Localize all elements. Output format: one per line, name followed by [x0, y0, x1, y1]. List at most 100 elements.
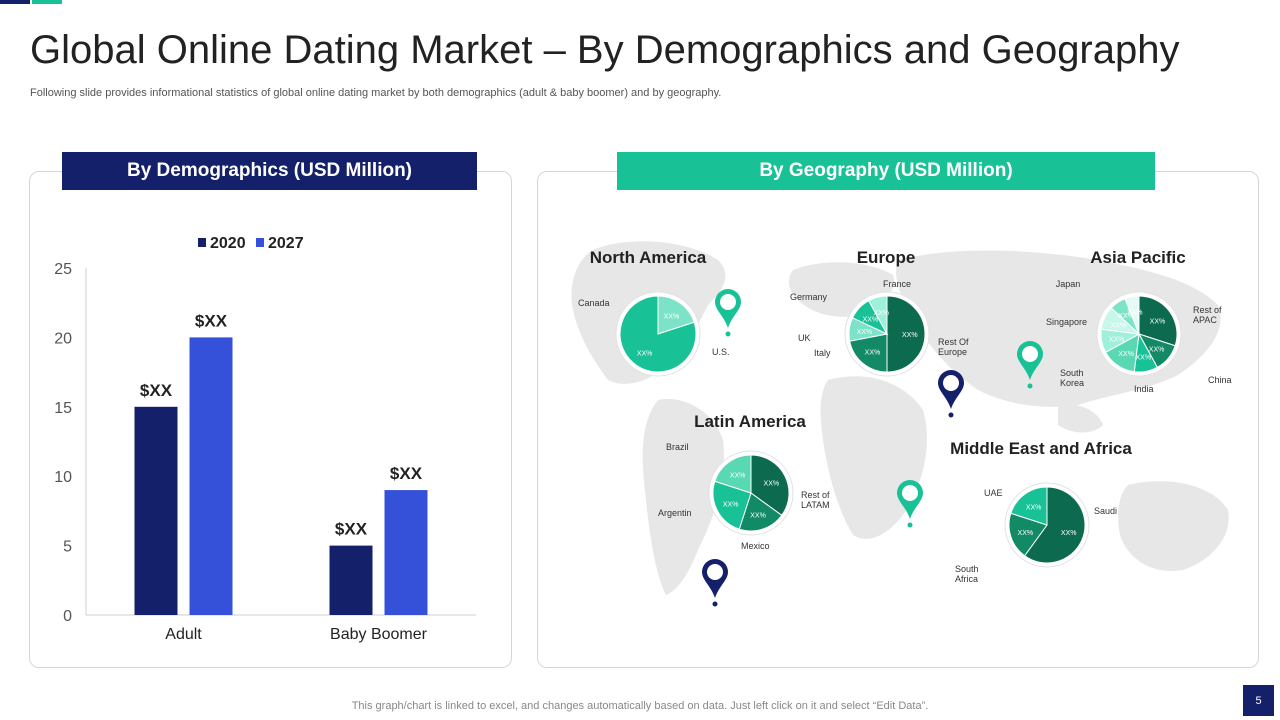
pie-slice-middle-east-and-africa	[1023, 486, 1086, 564]
country-label: Brazil	[666, 442, 689, 452]
country-label: UK	[798, 333, 811, 343]
demographics-panel	[29, 171, 512, 668]
pie-slice-label: XX%	[1111, 322, 1127, 329]
country-label: UAE	[984, 488, 1003, 498]
pie-slice-asia-pacific	[1124, 295, 1140, 335]
map-pin-icon	[715, 289, 741, 337]
y-tick-label: 10	[54, 469, 72, 486]
legend-label-2027: 2027	[268, 235, 304, 252]
country-label: Rest Of Europe	[938, 337, 969, 357]
pie-slice-label: XX%	[1109, 336, 1125, 343]
pie-slice-label: XX%	[1149, 347, 1165, 354]
pie-slice-label: XX%	[730, 473, 746, 480]
country-label: India	[1134, 384, 1154, 394]
bar-2020-baby-boomer	[329, 545, 373, 615]
country-label: Saudi	[1094, 506, 1117, 516]
pie-slice-latin-america	[714, 454, 752, 494]
country-label: U.S.	[712, 347, 730, 357]
pie-slice-label: XX%	[1026, 505, 1042, 512]
pie-slice-north-america	[619, 295, 697, 373]
pie-slice-label: XX%	[1118, 313, 1134, 320]
pie-slice-label: XX%	[1150, 319, 1166, 326]
footer-note: This graph/chart is linked to excel, and…	[351, 700, 929, 712]
geography-map: North AmericaXX%XX%CanadaU.S.EuropeXX%XX…	[571, 241, 1232, 607]
bar-2020-adult	[134, 406, 178, 615]
pie-slice-label: XX%	[764, 481, 780, 488]
accent-bar-navy	[0, 0, 30, 4]
pie-slice-europe	[886, 295, 926, 373]
map-pin-dot	[725, 331, 731, 337]
country-label: Rest of APAC	[1193, 305, 1222, 325]
country-label: Mexico	[741, 541, 770, 551]
y-tick-label: 15	[54, 400, 72, 417]
pie-slice-europe	[868, 295, 888, 335]
country-label: Germany	[790, 292, 828, 302]
pie-slice-label: XX%	[1018, 530, 1034, 537]
demographics-banner: By Demographics (USD Million)	[62, 152, 477, 190]
country-label: South Korea	[1060, 368, 1084, 388]
pie-slice-label: XX%	[1127, 310, 1143, 317]
page-title: Global Online Dating Market – By Demogra…	[30, 28, 1180, 72]
geography-banner: By Geography (USD Million)	[617, 152, 1155, 190]
country-label: Singapore	[1046, 317, 1087, 327]
pie-slice-latin-america	[712, 480, 752, 530]
map-pin-icon	[938, 370, 964, 418]
legend-swatch-2020	[198, 238, 206, 247]
page-subtitle: Following slide provides informational s…	[30, 87, 722, 99]
pie-slice-label: XX%	[1135, 354, 1151, 361]
country-label: Rest of LATAM	[801, 490, 830, 510]
country-label: Italy	[814, 348, 831, 358]
pie-slice-label: XX%	[874, 310, 890, 317]
y-tick-label: 25	[54, 261, 72, 278]
pie-slice-label: XX%	[664, 314, 680, 321]
map-pin-icon	[897, 480, 923, 528]
map-pin-hole	[943, 375, 959, 391]
pie-slice-middle-east-and-africa	[1010, 486, 1048, 526]
country-label: France	[883, 279, 911, 289]
pie-slice-label: XX%	[723, 501, 739, 508]
region-title-asia-pacific: Asia Pacific	[1090, 248, 1185, 267]
map-pin-icon	[1017, 341, 1043, 389]
map-pin-dot	[1027, 383, 1033, 389]
pie-slice-label: XX%	[863, 316, 879, 323]
y-tick-label: 5	[63, 539, 72, 556]
pie-slice-north-america	[657, 295, 695, 335]
pie-slice-europe	[849, 333, 888, 373]
country-label: Canada	[578, 298, 610, 308]
pie-slice-latin-america	[750, 454, 790, 517]
pie-slice-label: XX%	[1061, 530, 1077, 537]
pie-slice-label: XX%	[865, 350, 881, 357]
map-pin-dot	[712, 601, 718, 607]
x-tick-label: Baby Boomer	[330, 626, 428, 643]
pie-slice-label: XX%	[1118, 351, 1134, 358]
pie-slice-label: XX%	[902, 332, 918, 339]
map-pin-hole	[902, 485, 918, 501]
bar-2027-adult	[189, 337, 233, 615]
legend-swatch-2027	[256, 238, 264, 247]
y-tick-label: 0	[63, 608, 72, 625]
map-pin-hole	[720, 294, 736, 310]
country-label: Japan	[1056, 279, 1081, 289]
bar-data-label: $XX	[140, 381, 173, 400]
bar-2027-baby-boomer	[384, 490, 428, 615]
map-pin-dot	[948, 412, 954, 418]
region-title-middle-east-and-africa: Middle East and Africa	[950, 439, 1132, 458]
demographics-bar-chart[interactable]: 0 5 10 15 20 25 2020 2027 $XX $XX Adult $XX $XX Baby …	[30, 230, 510, 660]
map-pin-icon	[702, 559, 728, 607]
country-label: Argentin	[658, 508, 692, 518]
pie-slice-label: XX%	[637, 350, 653, 357]
bar-data-label: $XX	[390, 464, 423, 483]
bar-data-label: $XX	[195, 311, 228, 330]
pie-slice-label: XX%	[857, 329, 873, 336]
bar-data-label: $XX	[335, 520, 368, 539]
page-number: 5	[1243, 685, 1274, 716]
region-title-latin-america: Latin America	[694, 412, 806, 431]
legend-label-2020: 2020	[210, 235, 246, 252]
region-title-europe: Europe	[857, 248, 916, 267]
pie-slice-label: XX%	[750, 513, 766, 520]
country-label: South Africa	[955, 564, 979, 584]
accent-bar-teal	[32, 0, 62, 4]
y-tick-label: 20	[54, 330, 72, 347]
map-pin-hole	[707, 564, 723, 580]
pie-slice-asia-pacific	[1138, 295, 1178, 347]
